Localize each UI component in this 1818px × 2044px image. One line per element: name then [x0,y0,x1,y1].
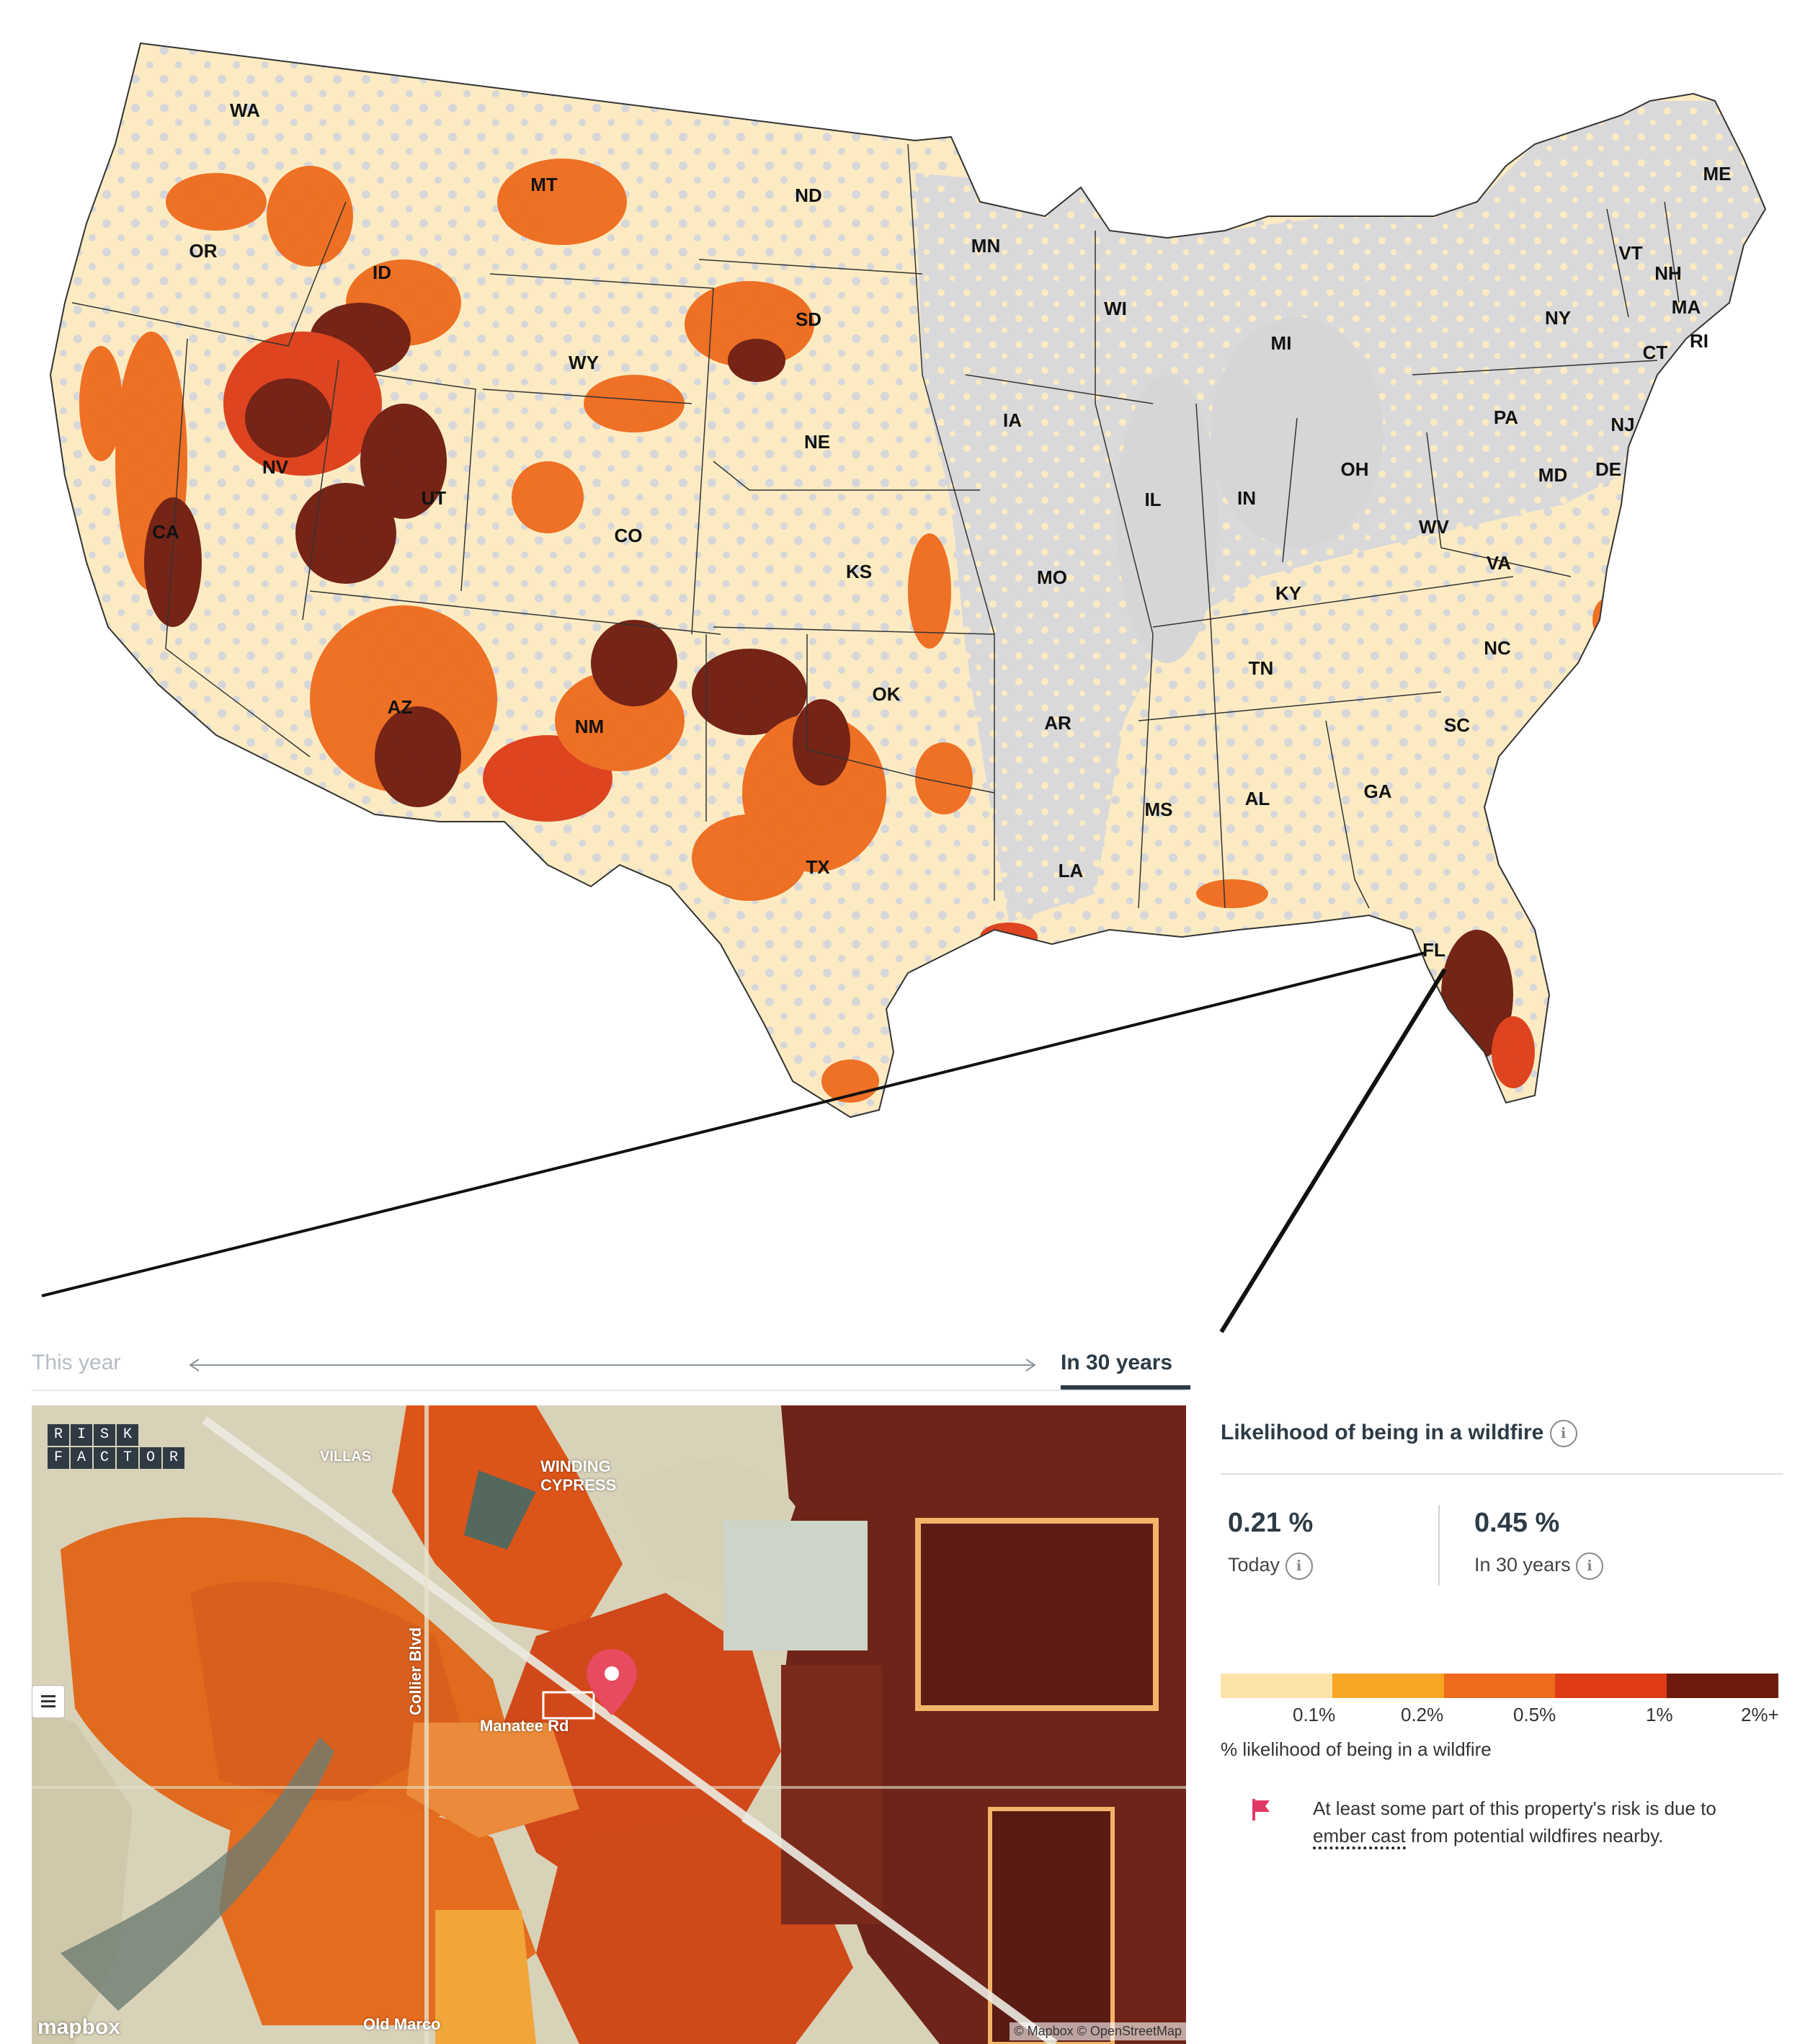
state-label-nm: NM [575,716,604,737]
state-label-mo: MO [1037,566,1067,588]
state-label-ma: MA [1672,296,1701,318]
legend-swatch-5 [1667,1674,1778,1698]
state-label-ks: KS [846,561,872,582]
state-label-wv: WV [1419,516,1450,538]
location-pin-icon [587,1649,637,1715]
state-label-ga: GA [1364,781,1392,802]
state-label-ms: MS [1145,799,1173,820]
us-wildfire-map: WA OR CA NV ID MT WY UT AZ CO NM ND SD NE KS OK TX MN IA MO… [49,42,1767,1119]
timeline-in-30-years[interactable]: In 30 years [1061,1351,1173,1374]
state-label-az: AZ [388,696,413,718]
state-label-me: ME [1703,163,1732,185]
state-label-mi: MI [1271,332,1292,354]
state-label-sc: SC [1444,714,1470,736]
state-label-nd: ND [795,185,822,206]
state-label-tx: TX [806,856,830,878]
map-attribution[interactable]: © Mapbox © OpenStreetMap [1010,2022,1186,2040]
timeline-this-year[interactable]: This year [32,1351,121,1374]
state-label-ut: UT [422,487,447,509]
legend-tick: 0.5% [1513,1704,1556,1725]
state-label-tn: TN [1249,657,1274,679]
timeline-active-indicator [1061,1385,1190,1390]
info-icon[interactable]: i [1549,1420,1577,1447]
label-collier-blvd: Collier Blvd [406,1627,424,1715]
legend-tick: 0.1% [1293,1704,1336,1725]
mapbox-logo[interactable]: mapbox [37,2015,121,2039]
state-label-ri: RI [1690,330,1708,352]
legend-tick: 1% [1646,1704,1673,1725]
state-label-in: IN [1237,487,1256,509]
label-winding-cypress: WINDING CYPRESS [540,1457,617,1494]
state-label-vt: VT [1618,242,1642,264]
state-label-id: ID [373,262,391,283]
state-label-mn: MN [971,235,1000,257]
state-label-al: AL [1245,788,1270,809]
state-label-nv: NV [262,456,289,478]
timeline-rule [32,1390,1185,1391]
timeline-arrow [189,1359,1036,1372]
state-label-md: MD [1538,464,1567,486]
state-label-ok: OK [873,683,901,705]
legend-tick: 0.2% [1401,1704,1444,1725]
legend-tick: 2%+ [1741,1704,1779,1725]
state-label-nj: NJ [1610,414,1634,435]
map-menu-button[interactable] [32,1685,65,1718]
future-value: 0.45 % [1474,1508,1560,1538]
state-label-ky: KY [1275,582,1301,604]
today-value: 0.21 % [1228,1508,1314,1538]
state-label-wa: WA [230,99,260,121]
today-label: Today i [1228,1552,1313,1580]
state-label-mt: MT [530,174,558,195]
label-manatee-rd: Manatee Rd [480,1717,569,1735]
state-label-wy: WY [569,352,599,373]
state-label-ca: CA [152,521,179,543]
state-label-ct: CT [1643,342,1668,363]
state-label-wi: WI [1104,298,1127,319]
timeline: This year In 30 years [32,1342,1190,1392]
stat-divider [1438,1505,1440,1586]
state-labels: WA OR CA NV ID MT WY UT AZ CO NM ND SD NE KS OK TX MN IA MO… [152,99,1731,961]
state-label-ny: NY [1545,307,1571,329]
state-label-ne: NE [804,431,830,453]
future-info-icon[interactable]: i [1576,1552,1604,1580]
legend-color-bar [1221,1674,1778,1698]
state-label-il: IL [1144,489,1161,510]
detail-map-raster [32,1405,1186,2044]
legend-caption: % likelihood of being in a wildfire [1221,1738,1492,1760]
panel-title: Likelihood of being in a wildfire i [1221,1420,1577,1447]
panel-divider [1221,1473,1783,1475]
state-label-la: LA [1059,860,1084,881]
legend-swatch-4 [1555,1674,1667,1698]
state-label-or: OR [190,240,218,262]
flag-icon [1252,1799,1270,1821]
label-old-marco: Old Marco [363,2015,441,2033]
state-label-fl: FL [1422,939,1445,961]
state-label-nh: NH [1654,262,1682,284]
state-label-ia: IA [1003,409,1022,431]
state-label-de: DE [1595,458,1621,480]
state-label-sd: SD [796,308,821,330]
legend-swatch-2 [1332,1674,1444,1698]
state-label-nc: NC [1484,637,1511,659]
state-label-oh: OH [1341,458,1369,480]
state-label-va: VA [1487,552,1511,574]
ember-cast-link[interactable]: ember cast [1313,1825,1406,1849]
state-label-pa: PA [1494,406,1518,428]
legend-swatch-3 [1443,1674,1556,1698]
today-info-icon[interactable]: i [1285,1552,1313,1580]
future-label: In 30 years i [1474,1552,1604,1580]
ember-cast-note: At least some part of this property's ri… [1313,1795,1774,1849]
state-label-co: CO [615,525,643,546]
state-label-ar: AR [1044,712,1071,734]
legend-swatch-1 [1221,1674,1332,1698]
label-villas: VILLAS [320,1449,372,1465]
